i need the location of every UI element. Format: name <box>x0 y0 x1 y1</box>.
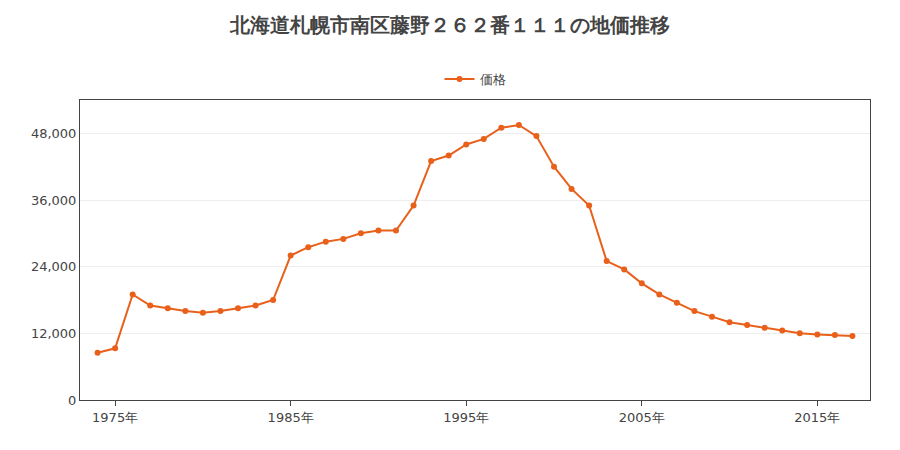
svg-text:12,000: 12,000 <box>31 326 77 341</box>
svg-text:価格: 価格 <box>480 72 506 87</box>
svg-text:北海道札幌市南区藤野２６２番１１１の地価推移: 北海道札幌市南区藤野２６２番１１１の地価推移 <box>229 13 670 37</box>
svg-text:1975年: 1975年 <box>92 410 138 425</box>
svg-text:36,000: 36,000 <box>31 193 77 208</box>
svg-text:1995年: 1995年 <box>443 410 489 425</box>
svg-text:24,000: 24,000 <box>31 259 77 274</box>
svg-text:0: 0 <box>68 393 76 408</box>
svg-text:1985年: 1985年 <box>268 410 314 425</box>
svg-text:2015年: 2015年 <box>794 410 840 425</box>
svg-text:2005年: 2005年 <box>619 410 665 425</box>
svg-text:48,000: 48,000 <box>31 126 77 141</box>
